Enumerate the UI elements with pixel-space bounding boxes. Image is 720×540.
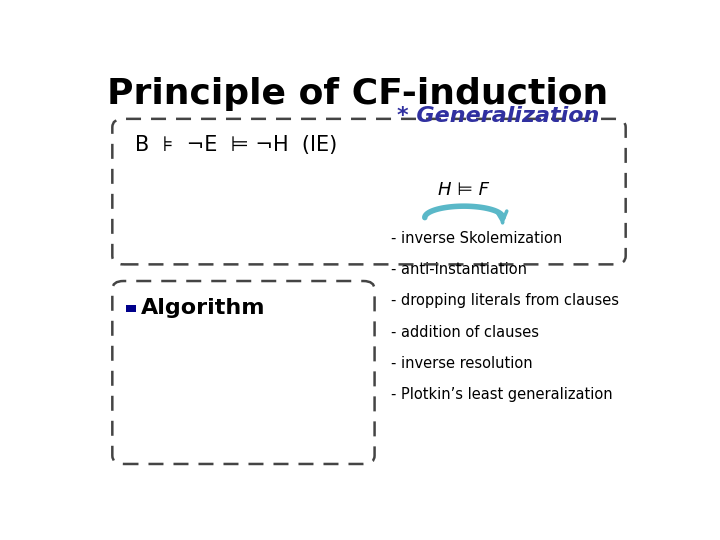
- Text: H ⊨ F: H ⊨ F: [438, 181, 490, 199]
- Text: B  ⊧  ¬E  ⊨ ¬H  (IE): B ⊧ ¬E ⊨ ¬H (IE): [135, 136, 337, 156]
- Text: - addition of clauses: - addition of clauses: [392, 325, 539, 340]
- Text: - inverse resolution: - inverse resolution: [392, 356, 533, 371]
- Text: - anti-instantiation: - anti-instantiation: [392, 262, 527, 278]
- Text: - Plotkin’s least generalization: - Plotkin’s least generalization: [392, 387, 613, 402]
- Text: - dropping literals from clauses: - dropping literals from clauses: [392, 294, 619, 308]
- Text: Principle of CF-induction: Principle of CF-induction: [107, 77, 608, 111]
- Bar: [126, 305, 136, 312]
- Text: * Generalization: * Generalization: [397, 106, 599, 126]
- Text: Algorithm: Algorithm: [141, 299, 265, 319]
- Text: - inverse Skolemization: - inverse Skolemization: [392, 231, 562, 246]
